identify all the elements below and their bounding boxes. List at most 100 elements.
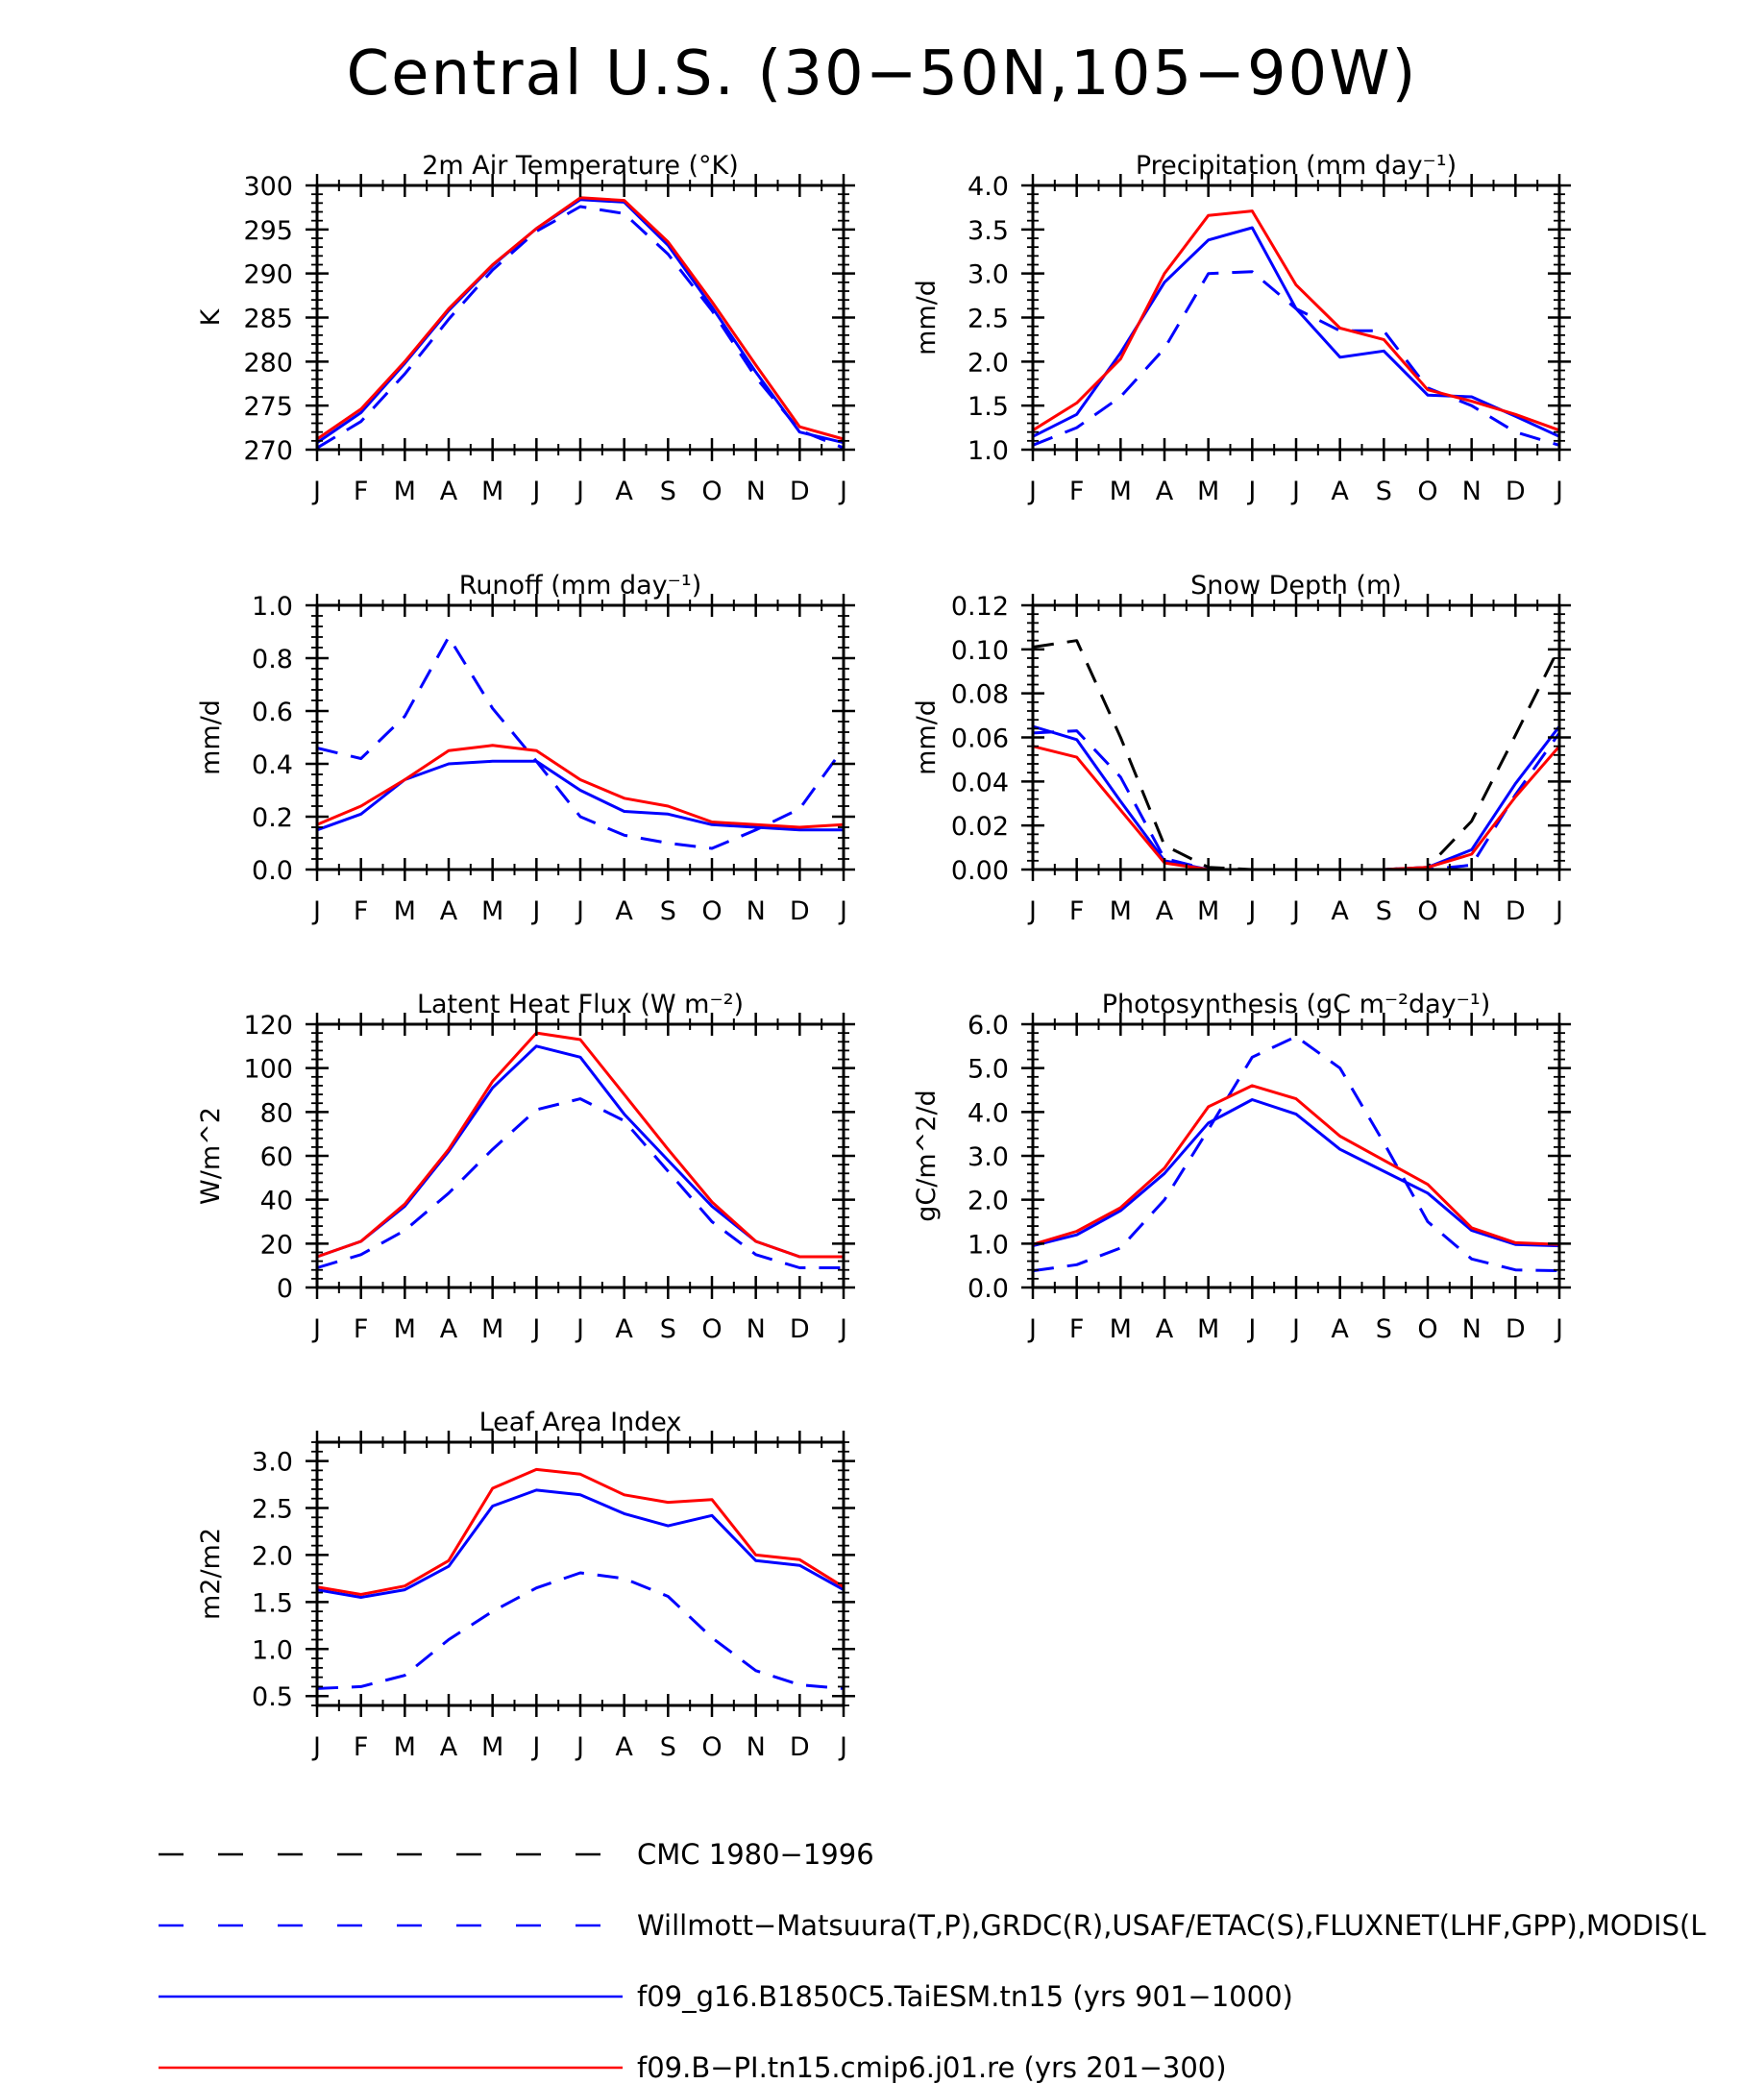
plot-frame <box>1031 1022 1561 1289</box>
x-tick-label: J <box>1290 477 1300 506</box>
x-tick-label: S <box>1376 1314 1392 1344</box>
y-axis-label: m2/m2 <box>196 1528 226 1620</box>
y-tick-label: 1.0 <box>252 592 293 622</box>
x-tick-label: J <box>1290 896 1300 926</box>
y-tick-label: 2.5 <box>252 1495 293 1525</box>
x-tick-label: J <box>575 1314 584 1344</box>
x-tick-label: A <box>440 1314 458 1344</box>
y-tick-label: 100 <box>243 1055 293 1085</box>
chart-panel: 2m Air Temperature (°K)KJ F M A M J J A S O N D J270… <box>196 151 855 506</box>
x-tick-label: M <box>1197 477 1219 506</box>
x-tick-label: D <box>790 896 810 926</box>
x-tick-label: A <box>615 1314 633 1344</box>
x-tick-label: N <box>747 1732 766 1762</box>
x-tick-label: S <box>660 896 676 926</box>
y-tick-label: 3.0 <box>968 1142 1009 1172</box>
x-tick-label: D <box>1506 477 1526 506</box>
x-tick-label: N <box>747 1314 766 1344</box>
chart-panel: Snow Depth (m)mm/dJ F M A M J J A S O N D J0.000.020… <box>912 571 1571 926</box>
y-tick-label: 280 <box>243 348 293 378</box>
plot-frame <box>315 184 845 452</box>
series-line-cmip6 <box>316 744 845 829</box>
x-tick-label: J <box>1246 1314 1256 1344</box>
x-tick-label: O <box>1417 896 1437 926</box>
figure-title: Central U.S. (30−50N,105−90W) <box>346 38 1417 110</box>
y-tick-label: 0.2 <box>252 803 293 833</box>
y-tick-label: 270 <box>243 436 293 466</box>
series-line-taiesm <box>316 1044 844 1259</box>
x-tick-label: F <box>354 1732 369 1762</box>
x-tick-label: J <box>311 477 321 506</box>
x-tick-label: A <box>1331 896 1349 926</box>
x-tick-label: J <box>530 1732 540 1762</box>
y-axis-label: mm/d <box>912 280 942 356</box>
x-tick-label: N <box>747 477 766 506</box>
x-tick-label: M <box>1197 896 1219 926</box>
y-axis-label: mm/d <box>912 699 942 775</box>
x-tick-label: M <box>394 1732 416 1762</box>
x-tick-label: J <box>575 896 584 926</box>
panels: 2m Air Temperature (°K)KJ F M A M J J A S O N D J270… <box>196 151 1571 1762</box>
series-line-cmip6 <box>1032 209 1560 432</box>
chart-panel: Precipitation (mm day⁻¹)mm/dJ F M A M J J A S O N D… <box>912 151 1571 506</box>
x-tick-label: A <box>1156 477 1174 506</box>
x-tick-label: A <box>615 477 633 506</box>
y-tick-label: 300 <box>243 172 293 202</box>
series-line-taiesm <box>316 759 844 832</box>
y-tick-label: 3.5 <box>968 216 1009 246</box>
y-tick-label: 120 <box>243 1011 293 1041</box>
legend-label: f09.B−PI.tn15.cmip6.j01.re (yrs 201−300) <box>637 2051 1227 2084</box>
y-axis-label: W/m^2 <box>196 1107 226 1205</box>
legend-label: f09_g16.B1850C5.TaiESM.tn15 (yrs 901−100… <box>637 1980 1293 2013</box>
x-tick-label: S <box>660 1314 676 1344</box>
x-tick-label: D <box>790 1732 810 1762</box>
series-line-cmip6 <box>316 196 845 441</box>
x-tick-label: J <box>1246 896 1256 926</box>
y-tick-label: 285 <box>243 305 293 334</box>
x-tick-label: D <box>1506 896 1526 926</box>
x-tick-label: J <box>575 477 584 506</box>
chart-panel: Runoff (mm day⁻¹)mm/dJ F M A M J J A S O N D J0.00.2… <box>196 571 855 926</box>
x-tick-label: F <box>1069 1314 1085 1344</box>
y-tick-label: 20 <box>260 1230 293 1260</box>
x-tick-label: J <box>530 1314 540 1344</box>
y-tick-label: 0.02 <box>951 812 1009 842</box>
x-tick-label: M <box>1110 477 1132 506</box>
x-tick-label: O <box>701 1732 722 1762</box>
x-tick-label: O <box>1417 1314 1437 1344</box>
x-tick-label: D <box>790 1314 810 1344</box>
x-tick-label: A <box>1331 477 1349 506</box>
y-tick-label: 2.0 <box>968 348 1009 378</box>
plot-frame <box>315 1022 845 1289</box>
x-tick-label: N <box>1462 1314 1482 1344</box>
x-tick-label: J <box>311 896 321 926</box>
plot-frame <box>1031 603 1561 871</box>
y-tick-label: 6.0 <box>968 1011 1009 1041</box>
y-axis-label: mm/d <box>196 699 226 775</box>
x-tick-label: M <box>481 1314 503 1344</box>
y-axis-label: K <box>196 307 226 326</box>
x-tick-label: M <box>394 896 416 926</box>
series-line-taiesm <box>316 1488 845 1599</box>
x-tick-label: F <box>354 477 369 506</box>
series-line-obs <box>316 205 845 450</box>
series-line-taiesm <box>1032 226 1560 438</box>
x-tick-label: M <box>394 1314 416 1344</box>
series-line-cmip6 <box>316 1467 845 1596</box>
y-tick-label: 0.10 <box>951 636 1009 666</box>
x-tick-label: N <box>747 896 766 926</box>
y-tick-label: 4.0 <box>968 172 1009 202</box>
x-tick-label: M <box>394 477 416 506</box>
x-tick-label: S <box>1376 896 1392 926</box>
y-tick-label: 0 <box>277 1274 293 1304</box>
y-tick-label: 2.5 <box>968 305 1009 334</box>
legend-label: Willmott−Matsuura(T,P),GRDC(R),USAF/ETAC… <box>637 1909 1706 1942</box>
x-tick-label: J <box>1027 896 1037 926</box>
x-tick-label: J <box>838 896 847 926</box>
x-tick-label: S <box>660 1732 676 1762</box>
chart-panel: Photosynthesis (gC m⁻²day⁻¹)gC/m^2/dJ F M A… <box>912 990 1571 1344</box>
plot-frame <box>1031 184 1561 452</box>
legend-label: CMC 1980−1996 <box>637 1838 874 1871</box>
x-tick-label: A <box>440 477 458 506</box>
